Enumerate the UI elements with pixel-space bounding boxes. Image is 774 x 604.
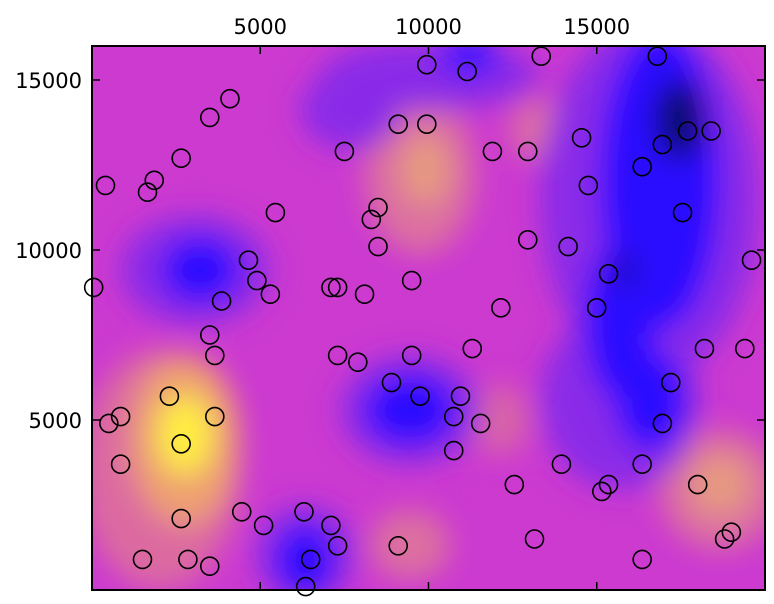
scatter-point: [672, 202, 693, 223]
scatter-point: [381, 372, 402, 393]
scatter-point: [443, 440, 464, 461]
scatter-point: [571, 128, 592, 148]
scatter-point: [388, 535, 409, 556]
scatter-point: [368, 197, 388, 218]
scatter-point: [348, 352, 368, 373]
scatter-point: [199, 107, 220, 128]
scatter-point: [531, 46, 552, 67]
scatter-point: [687, 474, 708, 495]
scatter-point: [558, 236, 578, 257]
scatter-point: [450, 386, 471, 407]
scatter-point: [491, 297, 511, 318]
scatter-point: [517, 230, 538, 250]
scatter-point: [205, 406, 225, 427]
scatter-point: [247, 270, 267, 291]
scatter-point: [401, 345, 422, 366]
scatter-point: [660, 372, 681, 393]
y-tick-label: 10000: [15, 239, 82, 263]
scatter-point: [144, 170, 165, 191]
scatter-point: [443, 406, 464, 427]
scatter-point: [334, 141, 355, 162]
scatter-point: [253, 515, 274, 536]
scatter-point: [327, 277, 348, 298]
scatter-point: [132, 549, 153, 570]
scatter-point: [388, 114, 409, 134]
scatter-point: [295, 576, 316, 597]
scatter-point: [714, 529, 735, 549]
scatter-point: [211, 291, 232, 311]
scatter-point: [591, 481, 612, 502]
scatter-point: [701, 121, 721, 141]
scatter-point: [159, 386, 180, 407]
scatter-point: [632, 549, 652, 570]
scatter-point: [632, 156, 652, 177]
scatter-point: [361, 209, 382, 230]
scatter-point: [401, 270, 422, 291]
scatter-point: [260, 284, 281, 305]
x-tick-label: 5000: [234, 15, 287, 39]
scatter-point: [652, 134, 673, 155]
scatter-point: [551, 454, 572, 475]
x-tick-label: 15000: [563, 15, 630, 39]
scatter-point: [677, 121, 698, 141]
scatter-point: [504, 474, 525, 495]
scatter-point: [238, 250, 259, 271]
scatter-point: [368, 236, 388, 257]
scatter-point: [482, 141, 503, 162]
scatter-point: [417, 54, 437, 75]
scatter-point: [721, 522, 742, 543]
scatter-point: [99, 413, 119, 434]
scatter-point: [220, 88, 240, 109]
scatter-point: [137, 182, 158, 202]
scatter-point: [265, 202, 286, 223]
scatter-point: [354, 284, 375, 305]
scatter-point: [171, 148, 191, 168]
scatter-point: [110, 454, 131, 475]
scatter-point: [694, 338, 715, 359]
scatter-point: [741, 250, 762, 271]
scatter-point: [171, 508, 191, 529]
scatter-point: [647, 46, 668, 67]
scatter-point: [632, 454, 652, 475]
scatter-point: [417, 114, 437, 134]
scatter-point: [410, 386, 430, 407]
scatter-point: [598, 474, 619, 495]
scatter-point: [457, 61, 477, 82]
scatter-point: [470, 413, 491, 434]
scatter-point: [294, 501, 314, 522]
scatter-point: [327, 345, 348, 366]
scatter-point: [462, 338, 483, 359]
scatter-point: [178, 549, 198, 570]
scatter-point: [517, 141, 538, 162]
scatter-point: [199, 556, 220, 577]
scatter-point: [321, 277, 341, 298]
scatter-point: [231, 501, 252, 522]
scatter-point: [598, 263, 619, 284]
scatter-point: [205, 345, 225, 366]
scatter-point: [83, 277, 104, 298]
scatter-point: [171, 433, 191, 454]
x-tick-label: 10000: [395, 15, 462, 39]
scatter-point: [95, 175, 116, 196]
scatter-point: [652, 413, 673, 434]
scatter-point: [735, 338, 755, 359]
scatter-point: [110, 406, 131, 427]
scatter-point: [586, 297, 607, 318]
scatter-point: [300, 549, 321, 570]
y-tick-label: 15000: [15, 69, 82, 93]
heatmap: [92, 46, 765, 590]
scatter-point: [321, 515, 341, 536]
scatter-point: [524, 529, 545, 549]
scatter-point: [327, 535, 348, 556]
y-tick-label: 5000: [29, 409, 82, 433]
scatter-point: [199, 325, 220, 345]
scatter-point: [578, 175, 599, 196]
